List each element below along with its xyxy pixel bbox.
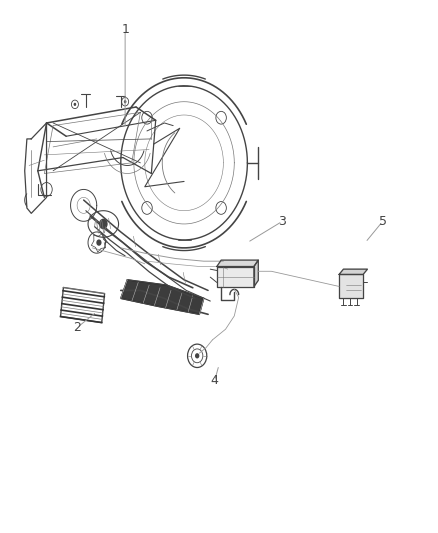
- Circle shape: [124, 100, 127, 103]
- Circle shape: [74, 103, 76, 106]
- Polygon shape: [339, 269, 367, 274]
- Circle shape: [99, 219, 108, 229]
- Polygon shape: [217, 266, 254, 287]
- Polygon shape: [217, 260, 258, 266]
- Circle shape: [195, 353, 199, 359]
- Text: 3: 3: [279, 215, 286, 228]
- Text: 1: 1: [121, 23, 129, 36]
- Text: 5: 5: [379, 215, 387, 228]
- Text: 2: 2: [73, 321, 81, 334]
- Circle shape: [96, 239, 102, 246]
- Polygon shape: [121, 280, 204, 314]
- Text: 4: 4: [211, 374, 219, 387]
- Polygon shape: [339, 274, 363, 298]
- Polygon shape: [254, 260, 258, 287]
